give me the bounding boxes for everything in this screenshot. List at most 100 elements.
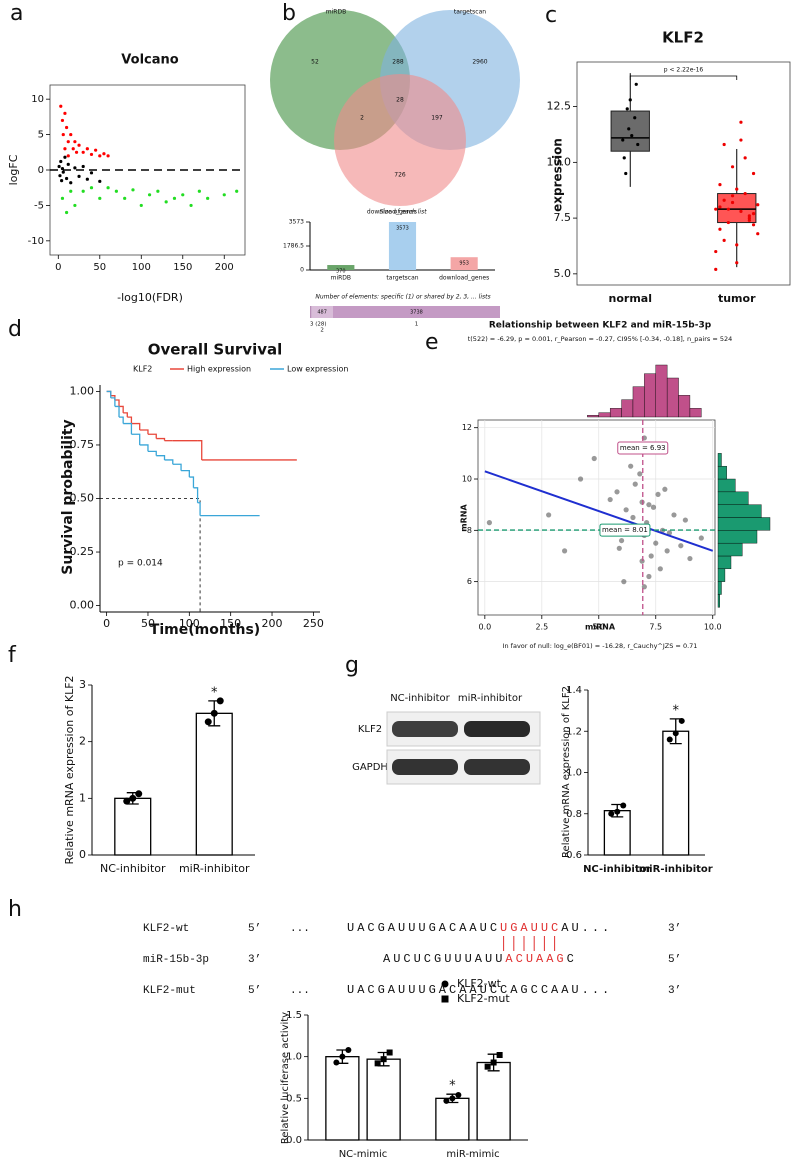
y-tick-label: 1.00 — [70, 384, 95, 397]
venn-count: 726 — [394, 172, 406, 179]
survival-step — [193, 487, 199, 503]
venn-count: 197 — [431, 115, 443, 122]
data-point — [747, 218, 751, 222]
y-tick-label: 0.8 — [566, 809, 582, 820]
data-point — [441, 980, 449, 988]
stack-segment — [311, 306, 334, 318]
histogram-bar — [666, 377, 679, 418]
data-point — [66, 154, 70, 158]
histogram-bar — [632, 386, 645, 418]
data-point — [648, 553, 654, 559]
significance: * — [449, 1079, 456, 1094]
venn-count: 2960 — [472, 59, 487, 66]
sequence-part: UACGAUUUGACAAUC — [347, 921, 500, 935]
data-point — [106, 186, 110, 190]
data-point — [449, 1095, 456, 1102]
data-point — [206, 196, 210, 200]
data-point — [60, 179, 64, 183]
bar — [450, 257, 478, 270]
data-point — [339, 1053, 346, 1060]
data-point — [81, 150, 85, 154]
data-point — [156, 189, 160, 193]
sequence-end: 5’ — [248, 923, 261, 935]
chart-title: Relationship between KLF2 and miR-15b-3p — [489, 321, 712, 331]
y-tick-label: 1 — [79, 791, 86, 804]
data-point — [73, 140, 77, 144]
panel-label: a — [10, 1, 23, 26]
data-point — [722, 238, 726, 242]
data-point — [722, 142, 726, 147]
data-point — [718, 183, 722, 187]
data-point — [60, 196, 65, 200]
survival-step — [123, 422, 133, 435]
data-point — [59, 104, 63, 108]
y-tick-label: 5.0 — [554, 267, 572, 280]
venn-set — [334, 74, 466, 206]
data-point — [59, 159, 63, 164]
x-tick-label: NC-inhibitor — [100, 862, 166, 875]
data-point — [632, 481, 638, 487]
sequence: UACGAUUUGACAAUCCAGCCAAU... — [347, 983, 612, 997]
y-tick-label: 3573 — [289, 219, 304, 226]
sequence-end: 5’ — [248, 985, 261, 997]
data-point — [89, 186, 94, 190]
data-point — [63, 147, 67, 151]
bar — [366, 1058, 401, 1141]
survival-step — [114, 399, 120, 407]
data-point — [85, 147, 89, 151]
data-point — [197, 189, 201, 193]
data-point — [682, 517, 688, 523]
x-axis-label: -log10(FDR) — [117, 291, 183, 304]
histogram-bar — [717, 465, 727, 480]
data-point — [114, 189, 118, 193]
mean-label: mean = 6.93 — [620, 444, 666, 452]
histogram-bar — [717, 568, 726, 582]
y-tick-label: 10 — [31, 94, 44, 105]
survival-step — [147, 450, 157, 456]
y-tick-label: 1.4 — [566, 685, 582, 696]
y-tick-label: 1.2 — [566, 726, 582, 737]
x-tick-label: 0 — [55, 262, 61, 273]
blot-band — [464, 759, 530, 775]
data-point — [678, 717, 685, 724]
x-tick-label: 2.5 — [535, 623, 548, 632]
data-point — [657, 566, 663, 572]
sequence: UACGAUUUGACAAUCUGAUUCAU... — [347, 921, 612, 935]
significance: * — [673, 703, 680, 718]
sequence-gap: ... — [290, 923, 310, 935]
x-tick-label: 0 — [103, 617, 110, 630]
data-point — [620, 802, 627, 809]
y-tick-label: 0.0 — [286, 1135, 302, 1146]
y-tick-label: 0 — [38, 165, 44, 176]
data-point — [666, 736, 673, 743]
blot-band — [464, 721, 530, 737]
data-point — [730, 165, 735, 169]
x-tick-label: 50 — [141, 617, 155, 630]
data-point — [64, 176, 69, 181]
data-point — [650, 504, 657, 510]
lane-label: NC-inhibitor — [390, 693, 450, 704]
histogram-bar — [717, 530, 758, 544]
histogram-bar — [717, 594, 720, 608]
sequence-part: UGAUUC — [500, 921, 561, 935]
panel-label: f — [8, 643, 17, 668]
venn-count: 288 — [392, 59, 404, 66]
survival-step — [127, 416, 133, 424]
data-point — [639, 558, 645, 564]
x-tick-label: 100 — [179, 617, 200, 630]
data-point — [98, 154, 102, 158]
data-point — [69, 189, 73, 193]
venn-count: 2 — [360, 115, 364, 122]
data-point — [739, 138, 743, 142]
mean-label-box — [599, 523, 651, 537]
x-tick-label: 1 — [415, 322, 419, 328]
blot-band — [392, 721, 458, 737]
data-point — [210, 709, 218, 717]
data-point — [630, 514, 636, 521]
data-point — [678, 543, 684, 549]
data-point — [607, 496, 613, 503]
y-axis-label: Relative mRNA expression of KLF2 — [63, 675, 76, 864]
data-point — [730, 200, 735, 205]
y-tick-label: 12 — [462, 423, 472, 432]
data-point — [172, 196, 177, 200]
